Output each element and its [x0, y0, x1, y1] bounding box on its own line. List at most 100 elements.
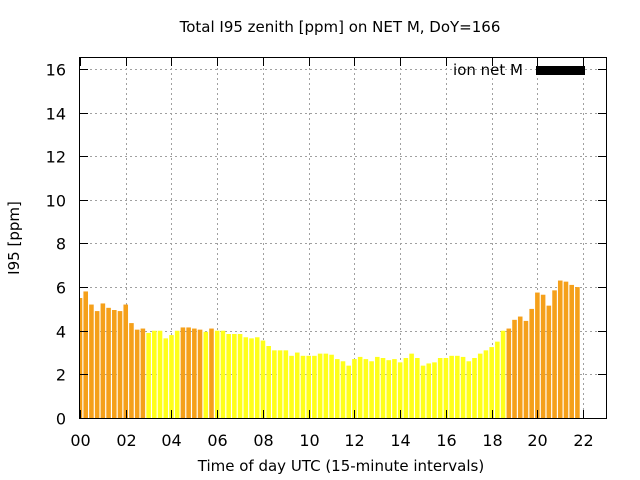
bar — [535, 292, 540, 418]
y-tick-label: 8 — [56, 235, 66, 254]
bar — [557, 280, 563, 418]
bar — [529, 308, 534, 418]
bar — [237, 334, 243, 418]
bar — [426, 363, 432, 418]
x-tick-label: 08 — [253, 431, 273, 450]
bar — [517, 316, 523, 418]
bar — [506, 328, 512, 418]
x-tick-label: 06 — [207, 431, 227, 450]
bar — [186, 327, 191, 418]
bar — [283, 350, 289, 418]
bar — [140, 328, 146, 418]
bar — [243, 337, 249, 418]
bar — [403, 358, 409, 418]
y-tick-label: 12 — [46, 148, 66, 167]
y-tick-label: 10 — [46, 192, 66, 211]
bar — [80, 298, 83, 418]
bar — [197, 329, 203, 418]
bar — [437, 358, 443, 418]
bar — [209, 328, 214, 418]
bar — [552, 290, 557, 418]
bar — [146, 332, 151, 418]
bar — [192, 328, 197, 418]
bar — [340, 361, 346, 418]
bar — [397, 362, 403, 418]
bar — [100, 303, 106, 418]
bar — [540, 294, 546, 418]
bar — [420, 365, 426, 418]
bar — [180, 327, 186, 418]
x-tick-label: 20 — [527, 431, 547, 450]
x-tick-label: 12 — [344, 431, 364, 450]
bar — [569, 284, 574, 418]
bar — [455, 355, 460, 418]
bar — [369, 361, 374, 418]
bar — [449, 355, 454, 418]
y-axis-label: I95 [ppm] — [5, 201, 23, 275]
y-tick-label: 14 — [46, 105, 66, 124]
legend: ion net M — [453, 61, 585, 79]
bar — [232, 334, 237, 418]
bar — [575, 287, 580, 418]
legend-label: ion net M — [453, 61, 523, 79]
bar — [500, 330, 506, 418]
bar — [214, 330, 220, 418]
bar — [117, 311, 123, 418]
x-tick-label: 22 — [573, 431, 593, 450]
bar — [483, 350, 489, 418]
x-tick-label: 00 — [70, 431, 90, 450]
bar — [546, 305, 552, 418]
bar — [477, 353, 483, 418]
bar — [89, 304, 94, 418]
x-axis-label: Time of day UTC (15-minute intervals) — [197, 457, 484, 475]
bar — [83, 291, 88, 418]
bar — [329, 354, 334, 418]
bar — [443, 358, 449, 418]
bar — [346, 365, 351, 418]
bar — [112, 310, 117, 418]
x-tick-label: 02 — [116, 431, 136, 450]
bar — [272, 350, 277, 418]
bar — [294, 352, 300, 418]
y-tick-label: 0 — [56, 410, 66, 429]
x-tick-label: 14 — [390, 431, 410, 450]
bar — [94, 311, 100, 418]
y-tick-label: 6 — [56, 279, 66, 298]
bar — [306, 355, 311, 418]
bar — [415, 358, 420, 418]
x-tick-label: 10 — [299, 431, 319, 450]
bar — [523, 320, 529, 418]
bar — [363, 359, 369, 418]
bar — [312, 355, 317, 418]
bar — [512, 319, 517, 418]
x-tick-label: 18 — [482, 431, 502, 450]
bar — [386, 360, 392, 418]
bar — [489, 347, 494, 418]
bar — [106, 307, 111, 418]
bar — [357, 356, 363, 418]
bar — [260, 340, 266, 418]
bar — [495, 341, 500, 418]
bar — [163, 338, 169, 418]
bar — [169, 335, 174, 418]
bar — [323, 353, 329, 418]
bar — [266, 346, 271, 418]
bar — [432, 362, 437, 418]
bar — [277, 350, 283, 418]
bar — [220, 330, 226, 418]
bar — [174, 330, 180, 418]
bar — [392, 359, 397, 418]
bar — [203, 331, 209, 418]
plot-frame — [79, 57, 607, 419]
bar — [466, 361, 472, 418]
bar — [152, 330, 157, 418]
bar — [226, 334, 231, 418]
bar — [129, 323, 134, 418]
y-tick-label: 16 — [46, 61, 66, 80]
bar — [460, 356, 466, 418]
bar — [563, 281, 569, 418]
bar — [134, 329, 140, 418]
bar — [409, 353, 414, 418]
